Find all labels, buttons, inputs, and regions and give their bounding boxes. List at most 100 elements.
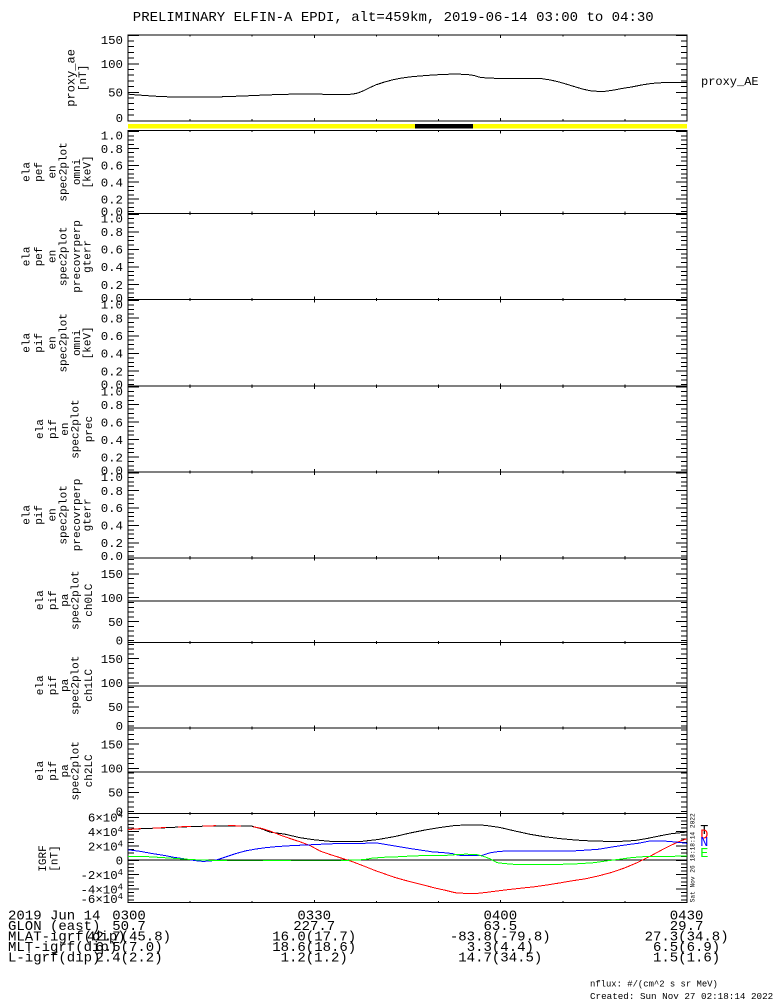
svg-text:0.0: 0.0: [101, 206, 123, 220]
svg-text:0.8: 0.8: [101, 226, 123, 240]
svg-text:ela: ela: [22, 246, 34, 266]
svg-text:0.0: 0.0: [101, 464, 123, 478]
svg-text:N: N: [700, 836, 708, 851]
svg-text:0.4: 0.4: [101, 520, 123, 534]
svg-text:50: 50: [108, 87, 123, 101]
svg-text:ela: ela: [35, 675, 47, 695]
svg-text:pa: pa: [60, 678, 72, 692]
svg-text:L-igrf(dip): L-igrf(dip): [8, 950, 100, 966]
svg-text:-2×104: -2×104: [80, 868, 123, 883]
svg-text:ela: ela: [22, 333, 34, 353]
svg-text:MLAT-igrf(dip): MLAT-igrf(dip): [8, 929, 126, 945]
svg-text:0.4: 0.4: [101, 176, 123, 190]
svg-text:spec2plot: spec2plot: [70, 399, 82, 458]
svg-text:1.0: 1.0: [101, 385, 123, 399]
svg-text:ela: ela: [22, 505, 34, 525]
svg-text:pef: pef: [34, 162, 46, 182]
svg-text:18.6(18.6): 18.6(18.6): [272, 940, 356, 956]
svg-text:omni: omni: [72, 158, 84, 185]
svg-text:pif: pif: [34, 505, 46, 525]
svg-text:0.8: 0.8: [101, 312, 123, 326]
svg-text:0.2: 0.2: [101, 365, 123, 379]
svg-text:proxy_AE: proxy_AE: [701, 75, 759, 89]
svg-text:[nT]: [nT]: [78, 65, 90, 91]
svg-text:4×104: 4×104: [88, 825, 123, 840]
svg-text:0: 0: [116, 112, 123, 126]
svg-text:0: 0: [116, 635, 123, 649]
svg-text:0.0: 0.0: [101, 379, 123, 393]
svg-text:0.6: 0.6: [101, 330, 123, 344]
svg-text:42.7(45.8): 42.7(45.8): [87, 929, 171, 945]
svg-text:50: 50: [108, 787, 123, 801]
svg-text:spec2plot: spec2plot: [70, 741, 82, 800]
svg-text:pa: pa: [60, 764, 72, 778]
svg-text:nflux: #/(cm^2 s sr MeV): nflux: #/(cm^2 s sr MeV): [590, 980, 718, 990]
svg-text:ela: ela: [35, 590, 47, 610]
svg-text:14.7(34.5): 14.7(34.5): [458, 950, 542, 966]
svg-text:prec: prec: [84, 416, 96, 442]
svg-text:spec2plot: spec2plot: [59, 485, 71, 544]
svg-text:100: 100: [101, 592, 123, 606]
svg-text:0400: 0400: [483, 908, 517, 924]
svg-text:ch2LC: ch2LC: [84, 754, 96, 787]
svg-text:150: 150: [101, 34, 123, 48]
svg-text:63.5: 63.5: [483, 919, 517, 935]
svg-text:-4×104: -4×104: [80, 882, 123, 897]
svg-text:pif: pif: [48, 761, 60, 781]
svg-text:pif: pif: [48, 419, 60, 439]
svg-text:spec2plot: spec2plot: [70, 656, 82, 715]
svg-text:1.0: 1.0: [101, 212, 123, 226]
svg-text:IGRF: IGRF: [38, 845, 50, 871]
svg-text:0.6: 0.6: [101, 244, 123, 258]
svg-text:pif: pif: [34, 333, 46, 353]
svg-text:0.0: 0.0: [101, 292, 123, 306]
svg-text:en: en: [60, 422, 72, 435]
svg-text:0: 0: [116, 855, 123, 869]
svg-text:0: 0: [116, 720, 123, 734]
svg-text:1.5(1.6): 1.5(1.6): [653, 950, 720, 966]
svg-text:0300: 0300: [112, 908, 146, 924]
svg-text:0.6: 0.6: [101, 502, 123, 516]
svg-text:0.0: 0.0: [101, 550, 123, 564]
svg-text:0: 0: [116, 806, 123, 820]
svg-text:150: 150: [101, 653, 123, 667]
svg-text:proxy_ae: proxy_ae: [65, 49, 79, 107]
svg-text:3.3(4.4): 3.3(4.4): [467, 940, 534, 956]
svg-text:ch1LC: ch1LC: [84, 668, 96, 701]
svg-text:100: 100: [101, 58, 123, 72]
svg-text:ela: ela: [35, 761, 47, 781]
svg-text:[keV]: [keV]: [82, 326, 94, 359]
svg-text:0.6: 0.6: [101, 160, 123, 174]
svg-text:100: 100: [101, 677, 123, 691]
svg-text:100: 100: [101, 763, 123, 777]
svg-text:pa: pa: [60, 593, 72, 607]
svg-text:0.8: 0.8: [101, 485, 123, 499]
svg-text:227.7: 227.7: [293, 919, 335, 935]
svg-text:E: E: [700, 847, 708, 862]
svg-text:27.3(34.8): 27.3(34.8): [645, 929, 729, 945]
svg-text:spec2plot: spec2plot: [59, 313, 71, 372]
svg-text:0.2: 0.2: [101, 193, 123, 207]
svg-text:T: T: [700, 824, 708, 839]
svg-text:0.2: 0.2: [101, 451, 123, 465]
svg-text:pif: pif: [48, 590, 60, 610]
svg-text:spec2plot: spec2plot: [70, 570, 82, 629]
svg-text:en: en: [48, 508, 60, 521]
svg-text:0.2: 0.2: [101, 279, 123, 293]
svg-text:150: 150: [101, 568, 123, 582]
svg-text:50.7: 50.7: [112, 919, 146, 935]
svg-text:150: 150: [101, 739, 123, 753]
svg-text:pef: pef: [34, 246, 46, 266]
svg-text:6.5(7.0): 6.5(7.0): [95, 940, 162, 956]
svg-text:gterr: gterr: [82, 240, 94, 273]
svg-text:0.4: 0.4: [101, 434, 123, 448]
svg-text:ela: ela: [22, 162, 34, 182]
svg-text:2×104: 2×104: [88, 839, 123, 854]
svg-text:gterr: gterr: [82, 498, 94, 531]
svg-text:1.0: 1.0: [101, 299, 123, 313]
svg-text:precovrperp: precovrperp: [72, 479, 84, 552]
svg-text:2.4(2.2): 2.4(2.2): [95, 950, 162, 966]
svg-text:0330: 0330: [297, 908, 331, 924]
svg-text:0.8: 0.8: [101, 399, 123, 413]
svg-text:PRELIMINARY ELFIN-A EPDI, alt=: PRELIMINARY ELFIN-A EPDI, alt=459km, 201…: [133, 10, 654, 26]
